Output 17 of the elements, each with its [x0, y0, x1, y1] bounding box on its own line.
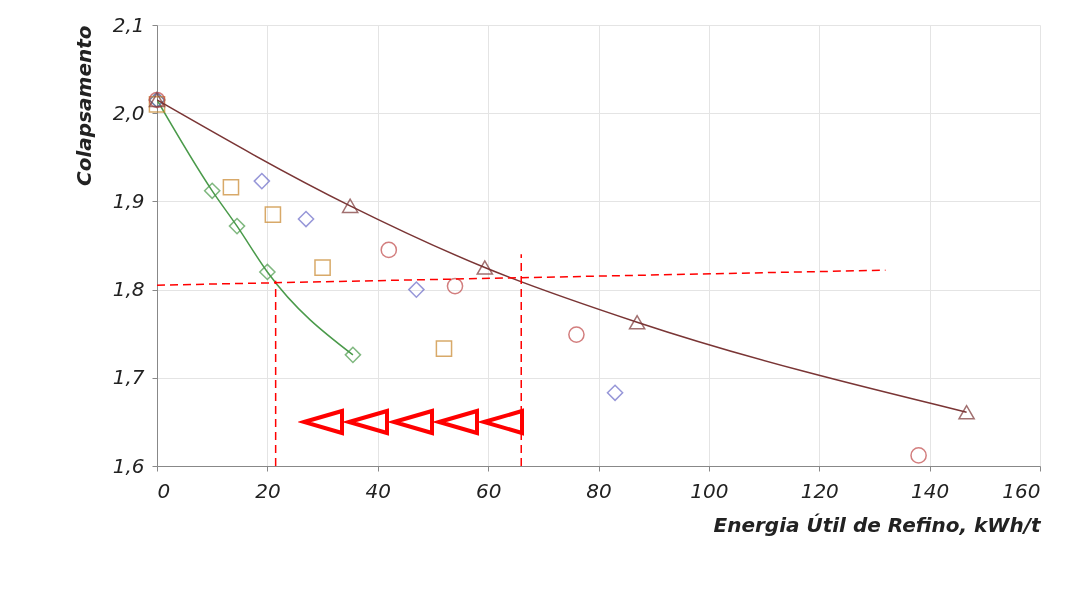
y-axis-title: Colapsamento [71, 25, 96, 186]
x-tick-label: 160 [1002, 478, 1041, 503]
x-tick-label: 140 [911, 478, 950, 503]
y-tick-label: 2,0 [112, 100, 145, 125]
y-tick-label: 1,7 [112, 365, 145, 390]
y-tick-label: 1,6 [112, 453, 145, 478]
x-tick-label: 120 [800, 478, 839, 503]
x-tick-label: 60 [475, 478, 502, 503]
x-tick-label: 80 [586, 478, 612, 503]
x-axis-title: Energia Útil de Refino, kWh/t [713, 512, 1042, 537]
y-tick-label: 2,1 [112, 12, 145, 37]
x-tick-label: 100 [690, 478, 729, 503]
y-tick-label: 1,9 [112, 188, 145, 213]
x-tick-label: 0 [157, 478, 171, 503]
x-tick-label: 40 [365, 478, 391, 503]
y-tick-label: 1,8 [112, 277, 145, 302]
x-tick-label: 20 [255, 478, 281, 503]
